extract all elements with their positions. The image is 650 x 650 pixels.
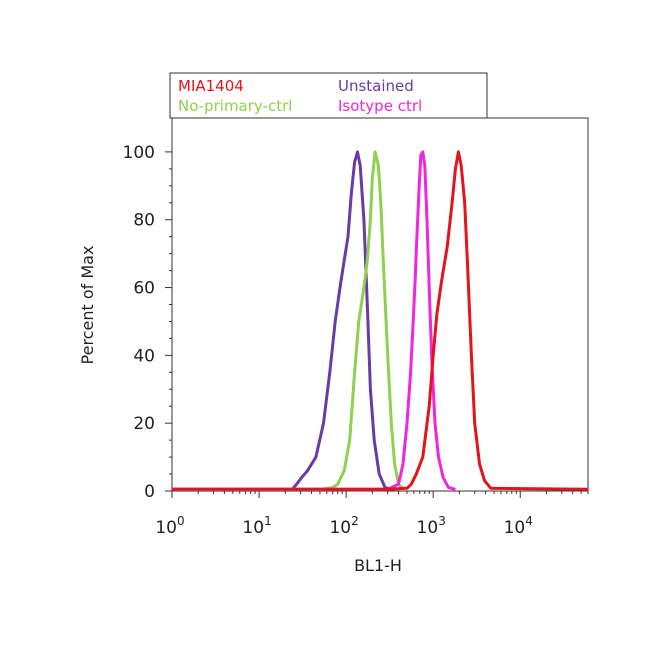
series-layer xyxy=(172,150,589,491)
y-tick-label: 100 xyxy=(123,143,155,163)
legend-label-mia1404: MIA1404 xyxy=(178,77,244,95)
y-tick-label: 80 xyxy=(133,211,155,231)
legend: MIA1404 Unstained No-primary-ctrl Isotyp… xyxy=(169,72,488,119)
series-line-mia1404 xyxy=(172,150,589,491)
y-tick-label: 20 xyxy=(133,414,155,434)
legend-label-unstained: Unstained xyxy=(338,77,414,95)
y-tick-label: 40 xyxy=(133,346,155,366)
x-tick-label: 102 xyxy=(329,514,358,538)
x-tick-label: 100 xyxy=(155,514,184,538)
legend-box xyxy=(169,72,488,119)
y-axis-title: Percent of Max xyxy=(78,246,97,365)
x-axis-title: BL1-H xyxy=(354,556,402,575)
series-line-isotype-ctrl xyxy=(172,150,456,491)
x-tick-label: 104 xyxy=(504,514,533,538)
y-tick-label: 0 xyxy=(144,482,155,502)
x-tick-label: 103 xyxy=(417,514,446,538)
y-axis: 0 20 40 60 80 100 xyxy=(123,143,172,502)
series-line-unstained xyxy=(172,150,395,491)
x-axis: 100 101 102 103 104 xyxy=(155,491,589,538)
y-tick-label: 60 xyxy=(133,279,155,299)
series-line-no-primary-ctrl xyxy=(172,150,405,491)
legend-label-isotype-ctrl: Isotype ctrl xyxy=(338,97,422,115)
x-tick-label: 101 xyxy=(242,514,271,538)
legend-label-no-primary-ctrl: No-primary-ctrl xyxy=(178,97,292,115)
